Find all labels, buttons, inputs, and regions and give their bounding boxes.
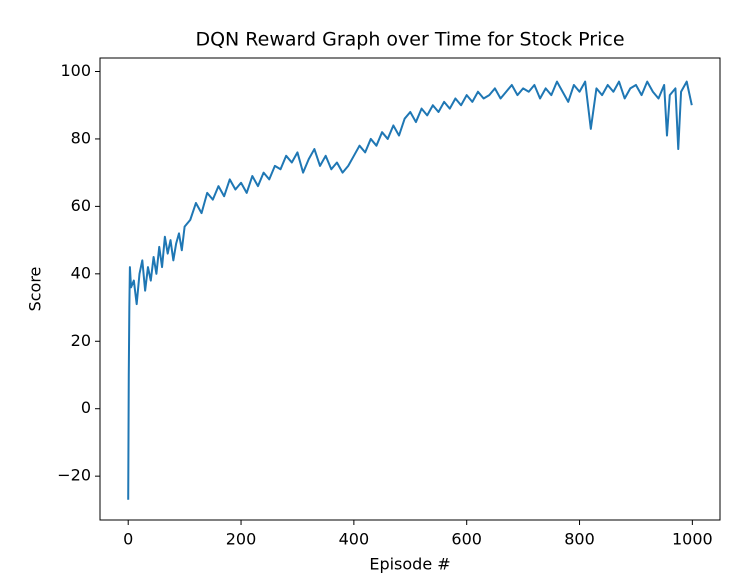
x-tick-label: 400: [339, 530, 370, 549]
x-tick-label: 200: [226, 530, 257, 549]
y-tick-label: 80: [71, 128, 91, 147]
x-tick-label: 800: [564, 530, 595, 549]
y-tick-label: 20: [71, 331, 91, 350]
y-tick-label: 0: [81, 398, 91, 417]
y-axis-label: Score: [26, 267, 45, 312]
plot-frame: [99, 57, 721, 521]
y-tick-label: −20: [57, 466, 91, 485]
chart-title: DQN Reward Graph over Time for Stock Pri…: [195, 29, 624, 51]
x-tick-label: 600: [451, 530, 482, 549]
x-axis-label: Episode #: [369, 555, 450, 574]
x-tick-label: 0: [123, 530, 133, 549]
y-tick-label: 100: [60, 61, 91, 80]
x-tick-label: 1000: [672, 530, 713, 549]
y-tick-label: 40: [71, 263, 91, 282]
line-series: [127, 80, 693, 500]
y-tick-label: 60: [71, 196, 91, 215]
